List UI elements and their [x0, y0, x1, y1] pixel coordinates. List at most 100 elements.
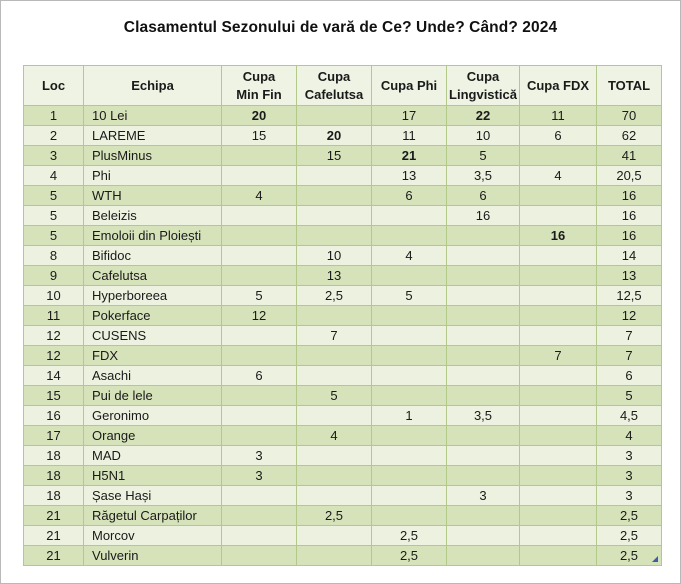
table-cell: 5	[371, 285, 447, 306]
table-cell: 5	[446, 145, 520, 166]
table-cell: 20	[221, 105, 297, 126]
table-cell: H5N1	[83, 465, 222, 486]
table-cell: Cafelutsa	[83, 265, 222, 286]
table-cell	[519, 465, 597, 486]
table-cell: 4	[371, 245, 447, 266]
table-cell	[446, 325, 520, 346]
table-row: 9 Cafelutsa 13 13	[23, 265, 662, 286]
table-cell: 6	[446, 185, 520, 206]
table-cell	[519, 505, 597, 526]
table-cell	[371, 325, 447, 346]
table-cell: 17	[23, 425, 84, 446]
table-cell: 3	[596, 485, 662, 506]
table-cell: 5	[23, 225, 84, 246]
table-cell: Geronimo	[83, 405, 222, 426]
table-cell	[221, 485, 297, 506]
table-cell: 2,5	[296, 505, 372, 526]
table-row: 5 Beleizis 16 16	[23, 205, 662, 226]
table-cell: 13	[371, 165, 447, 186]
table-cell: 12	[23, 325, 84, 346]
table-cell	[371, 425, 447, 446]
table-cell	[519, 245, 597, 266]
table-cell: 16	[596, 225, 662, 246]
table-cell	[371, 365, 447, 386]
table-cell	[221, 405, 297, 426]
table-row: 5 Emoloii din Ploiești 16 16	[23, 225, 662, 246]
table-row: 17 Orange 4 4	[23, 425, 662, 446]
table-cell	[519, 365, 597, 386]
table-cell	[446, 465, 520, 486]
table-cell	[446, 365, 520, 386]
table-cell: 20,5	[596, 165, 662, 186]
table-cell: 4	[596, 425, 662, 446]
table-cell	[296, 225, 372, 246]
table-cell: 13	[296, 265, 372, 286]
table-cell	[296, 205, 372, 226]
table-cell: 2,5	[596, 545, 662, 566]
table-cell: Șase Hași	[83, 485, 222, 506]
table-cell: 4	[221, 185, 297, 206]
table-row: 3 PlusMinus 15 21 5 41	[23, 145, 662, 166]
table-cell: 11	[519, 105, 597, 126]
table-cell: 3	[221, 445, 297, 466]
table-cell	[296, 525, 372, 546]
table-header: Loc Echipa Cupa Min Fin Cupa Cafelutsa Cupa …	[23, 65, 662, 106]
page-title: Clasamentul Sezonului de vară de Ce? Und…	[123, 19, 558, 36]
table-cell	[519, 185, 597, 206]
column-header: Cupa Phi	[371, 65, 447, 106]
table-cell: 18	[23, 445, 84, 466]
column-header: Cupa Cafelutsa	[296, 65, 372, 106]
table-cell	[446, 285, 520, 306]
table-cell	[221, 525, 297, 546]
table-corner-resize-handle	[652, 556, 658, 562]
table-cell	[296, 305, 372, 326]
table-cell: PlusMinus	[83, 145, 222, 166]
table-cell	[221, 245, 297, 266]
table-cell	[446, 305, 520, 326]
table-cell: 10 Lei	[83, 105, 222, 126]
table-cell	[446, 545, 520, 566]
table-cell: Răgetul Carpaților	[83, 505, 222, 526]
table-cell	[519, 325, 597, 346]
table-cell: 7	[596, 325, 662, 346]
table-cell	[296, 105, 372, 126]
table-cell: 15	[296, 145, 372, 166]
table-cell: 62	[596, 125, 662, 146]
table-cell: 3	[596, 465, 662, 486]
table-cell: 11	[371, 125, 447, 146]
table-cell: 21	[23, 525, 84, 546]
table-cell	[519, 265, 597, 286]
table-cell: 3	[221, 465, 297, 486]
table-cell: 70	[596, 105, 662, 126]
table-cell	[296, 345, 372, 366]
table-row: 12 FDX 7 7	[23, 345, 662, 366]
table-cell	[221, 205, 297, 226]
table-cell: Hyperboreea	[83, 285, 222, 306]
table-cell: 21	[23, 505, 84, 526]
table-cell: MAD	[83, 445, 222, 466]
table-cell: 14	[23, 365, 84, 386]
table-row: 1 10 Lei 20 17 22 11 70	[23, 105, 662, 126]
table-cell	[371, 205, 447, 226]
table-cell: Beleizis	[83, 205, 222, 226]
table-cell: 2	[23, 125, 84, 146]
table-cell: 15	[23, 385, 84, 406]
table-cell: 2,5	[596, 505, 662, 526]
table-cell: FDX	[83, 345, 222, 366]
table-cell: Morcov	[83, 525, 222, 546]
table-cell: Asachi	[83, 365, 222, 386]
table-cell: 12,5	[596, 285, 662, 306]
table-cell: 2,5	[296, 285, 372, 306]
table-cell	[519, 305, 597, 326]
column-header: Echipa	[83, 65, 222, 106]
table-cell	[221, 505, 297, 526]
table-cell: 2,5	[371, 525, 447, 546]
table-cell	[221, 225, 297, 246]
table-cell: 13	[596, 265, 662, 286]
table-cell	[446, 385, 520, 406]
table-cell: 6	[519, 125, 597, 146]
table-cell: 7	[596, 345, 662, 366]
table-cell	[519, 385, 597, 406]
table-cell: Pui de lele	[83, 385, 222, 406]
table-row: 21 Morcov 2,5 2,5	[23, 525, 662, 546]
